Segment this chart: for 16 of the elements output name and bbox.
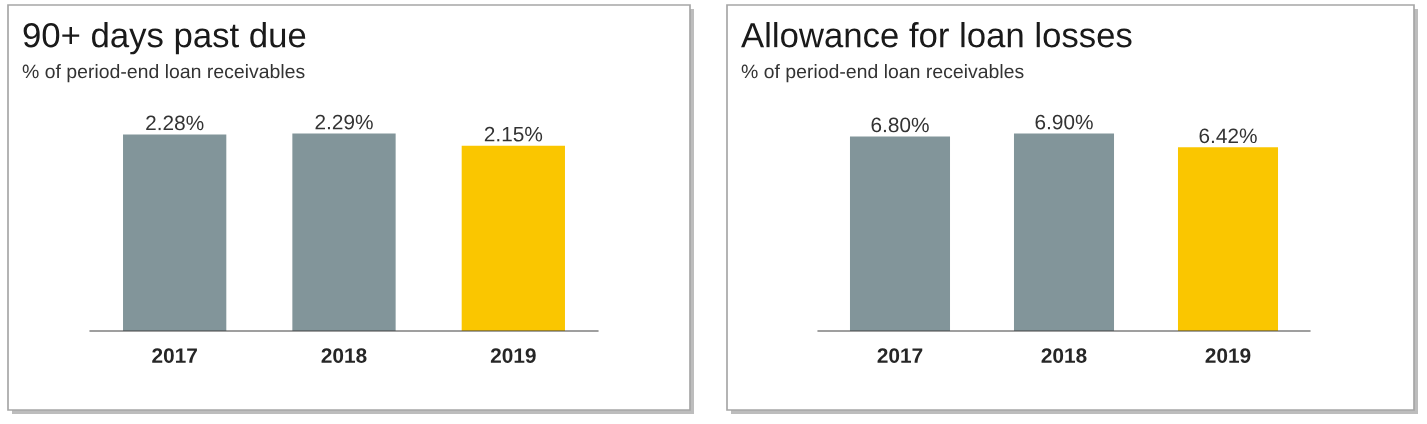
chart-subtitle: % of period-end loan receivables [22,64,305,83]
chart-title: Allowance for loan losses [741,22,1132,48]
data-label: 6.90% [1035,114,1093,130]
x-tick-label: 2019 [490,348,536,363]
data-label: 2.15% [484,126,543,142]
chart-subtitle: % of period-end loan receivables [741,64,1024,83]
x-tick-label: 2019 [1205,348,1251,363]
x-tick-label: 2018 [1041,348,1087,363]
x-tick-label: 2017 [152,348,197,363]
data-label: 2.28% [146,115,204,131]
data-label: 2.29% [315,114,373,130]
data-label: 6.42% [1199,128,1257,144]
data-label: 6.80% [871,117,929,133]
chart-title: 90+ days past due [23,22,306,55]
x-tick-label: 2018 [321,348,367,363]
x-tick-label: 2017 [877,348,923,363]
